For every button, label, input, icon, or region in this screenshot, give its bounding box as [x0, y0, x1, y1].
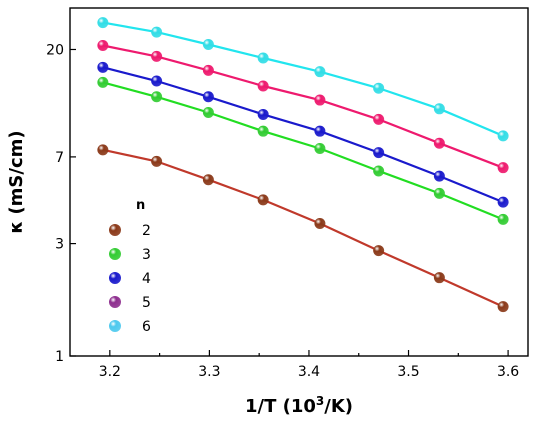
legend-marker-3	[109, 248, 121, 260]
legend-label-2: 2	[142, 223, 151, 239]
data-point-n2	[433, 272, 445, 284]
legend-label-6: 6	[142, 319, 151, 335]
data-point-n3	[151, 91, 163, 103]
series-line-3	[102, 81, 504, 221]
series-lines	[102, 21, 504, 308]
data-point-n5	[314, 94, 326, 106]
data-point-n6	[151, 26, 163, 38]
data-point-n4	[373, 147, 385, 159]
data-point-n5	[433, 137, 445, 149]
data-point-n5	[97, 39, 109, 51]
data-point-n2	[497, 301, 509, 313]
data-point-n6	[257, 52, 269, 64]
data-point-n2	[202, 174, 214, 186]
data-point-n6	[202, 38, 214, 50]
x-axis-title-tail: /K)	[324, 396, 353, 417]
data-point-n6	[433, 103, 445, 115]
data-point-n5	[497, 162, 509, 174]
data-point-n4	[257, 108, 269, 120]
x-axis-title: 1/T (103/K)	[245, 394, 353, 417]
x-axis-ticks: 3.2 3.3 3.4 3.5 3.6	[99, 350, 519, 380]
data-point-n5	[257, 80, 269, 92]
legend-marker-2	[109, 224, 121, 236]
data-point-n2	[97, 144, 109, 156]
series-line-5	[102, 44, 504, 169]
data-point-n4	[202, 91, 214, 103]
data-point-n4	[497, 196, 509, 208]
data-point-n3	[373, 165, 385, 177]
data-point-n6	[314, 66, 326, 78]
x-axis-title-main: 1/T (10	[245, 396, 316, 417]
series-line-2	[102, 148, 504, 308]
x-tick-label: 3.4	[298, 364, 320, 380]
data-point-n3	[314, 142, 326, 154]
data-point-n6	[373, 82, 385, 94]
data-point-n2	[373, 245, 385, 257]
legend-title: n	[136, 198, 145, 213]
data-point-n3	[497, 213, 509, 225]
legend: n 2 3 4 5 6	[109, 198, 151, 335]
legend-marker-6	[109, 320, 121, 332]
y-axis-title: κ (mS/cm)	[6, 130, 27, 233]
data-point-n3	[433, 187, 445, 199]
x-tick-label: 3.6	[497, 364, 519, 380]
data-point-n4	[433, 170, 445, 182]
series-points	[97, 17, 509, 313]
legend-label-4: 4	[142, 271, 151, 287]
data-point-n2	[257, 194, 269, 206]
legend-label-5: 5	[142, 295, 151, 311]
legend-marker-4	[109, 272, 121, 284]
y-tick-label: 1	[55, 349, 64, 365]
data-point-n6	[97, 17, 109, 29]
data-point-n3	[202, 107, 214, 119]
x-tick-label: 3.2	[99, 364, 121, 380]
x-axis-title-sup: 3	[316, 394, 324, 408]
data-point-n2	[151, 155, 163, 167]
data-point-n5	[373, 113, 385, 125]
data-point-n6	[497, 130, 509, 142]
y-axis-ticks: 1 3 7 20	[46, 42, 76, 365]
data-point-n3	[97, 76, 109, 88]
legend-label-3: 3	[142, 247, 151, 263]
legend-marker-5	[109, 296, 121, 308]
data-point-n4	[97, 61, 109, 73]
series-line-6	[102, 21, 504, 137]
data-point-n4	[314, 125, 326, 137]
data-point-n5	[202, 64, 214, 76]
data-point-n4	[151, 75, 163, 87]
series-line-4	[102, 66, 504, 204]
y-tick-label: 3	[55, 237, 64, 253]
x-tick-label: 3.5	[397, 364, 419, 380]
plot-axes	[69, 7, 529, 357]
y-tick-label: 7	[55, 150, 64, 166]
y-tick-label: 20	[46, 42, 64, 58]
data-point-n5	[151, 50, 163, 62]
plot-frame	[69, 7, 529, 357]
data-point-n3	[257, 125, 269, 137]
data-point-n2	[314, 218, 326, 230]
x-tick-label: 3.3	[198, 364, 220, 380]
